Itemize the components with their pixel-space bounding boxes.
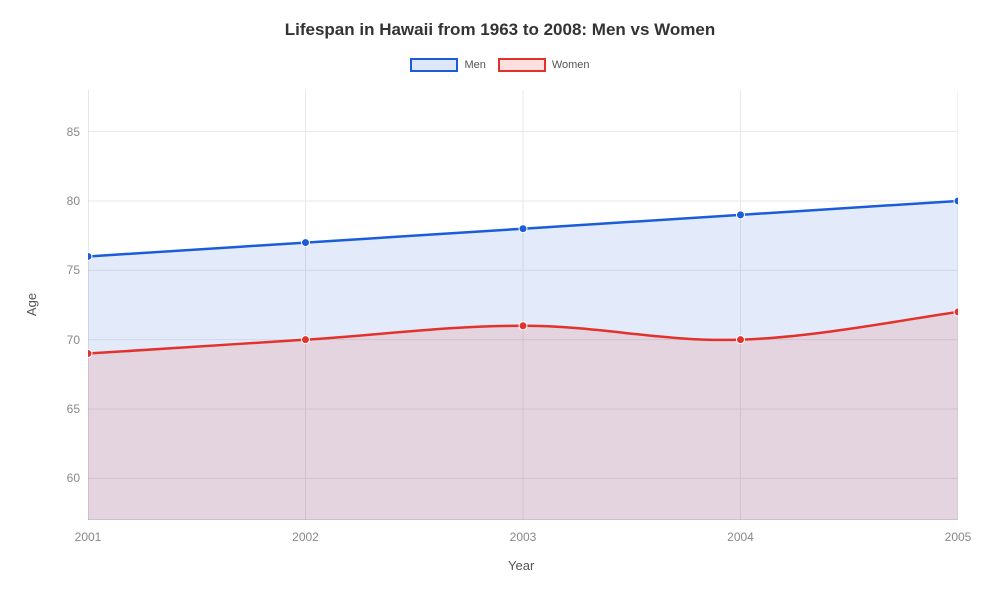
legend-swatch-women xyxy=(498,58,546,72)
marker-men[interactable] xyxy=(302,239,310,247)
x-tick-label: 2002 xyxy=(292,530,319,544)
x-tick-label: 2004 xyxy=(727,530,754,544)
marker-men[interactable] xyxy=(737,211,745,219)
y-tick-label: 75 xyxy=(54,263,80,277)
x-tick-label: 2001 xyxy=(75,530,102,544)
marker-women[interactable] xyxy=(737,336,745,344)
y-tick-label: 85 xyxy=(54,125,80,139)
marker-men[interactable] xyxy=(88,252,92,260)
y-axis-label: Age xyxy=(24,293,39,316)
y-tick-label: 80 xyxy=(54,194,80,208)
marker-men[interactable] xyxy=(954,197,958,205)
legend-label-men: Men xyxy=(464,59,485,71)
y-tick-label: 60 xyxy=(54,471,80,485)
y-tick-label: 70 xyxy=(54,333,80,347)
marker-women[interactable] xyxy=(302,336,310,344)
y-tick-label: 65 xyxy=(54,402,80,416)
x-tick-label: 2005 xyxy=(945,530,972,544)
marker-men[interactable] xyxy=(519,225,527,233)
marker-women[interactable] xyxy=(88,350,92,358)
marker-women[interactable] xyxy=(519,322,527,330)
plot-area xyxy=(88,90,958,520)
legend: Men Women xyxy=(0,58,1000,72)
legend-swatch-men xyxy=(410,58,458,72)
x-tick-label: 2003 xyxy=(510,530,537,544)
legend-label-women: Women xyxy=(552,59,590,71)
x-axis-label: Year xyxy=(508,558,534,573)
legend-item-women[interactable]: Women xyxy=(498,58,590,72)
chart-container: Lifespan in Hawaii from 1963 to 2008: Me… xyxy=(0,0,1000,600)
chart-title: Lifespan in Hawaii from 1963 to 2008: Me… xyxy=(0,20,1000,40)
legend-item-men[interactable]: Men xyxy=(410,58,485,72)
marker-women[interactable] xyxy=(954,308,958,316)
